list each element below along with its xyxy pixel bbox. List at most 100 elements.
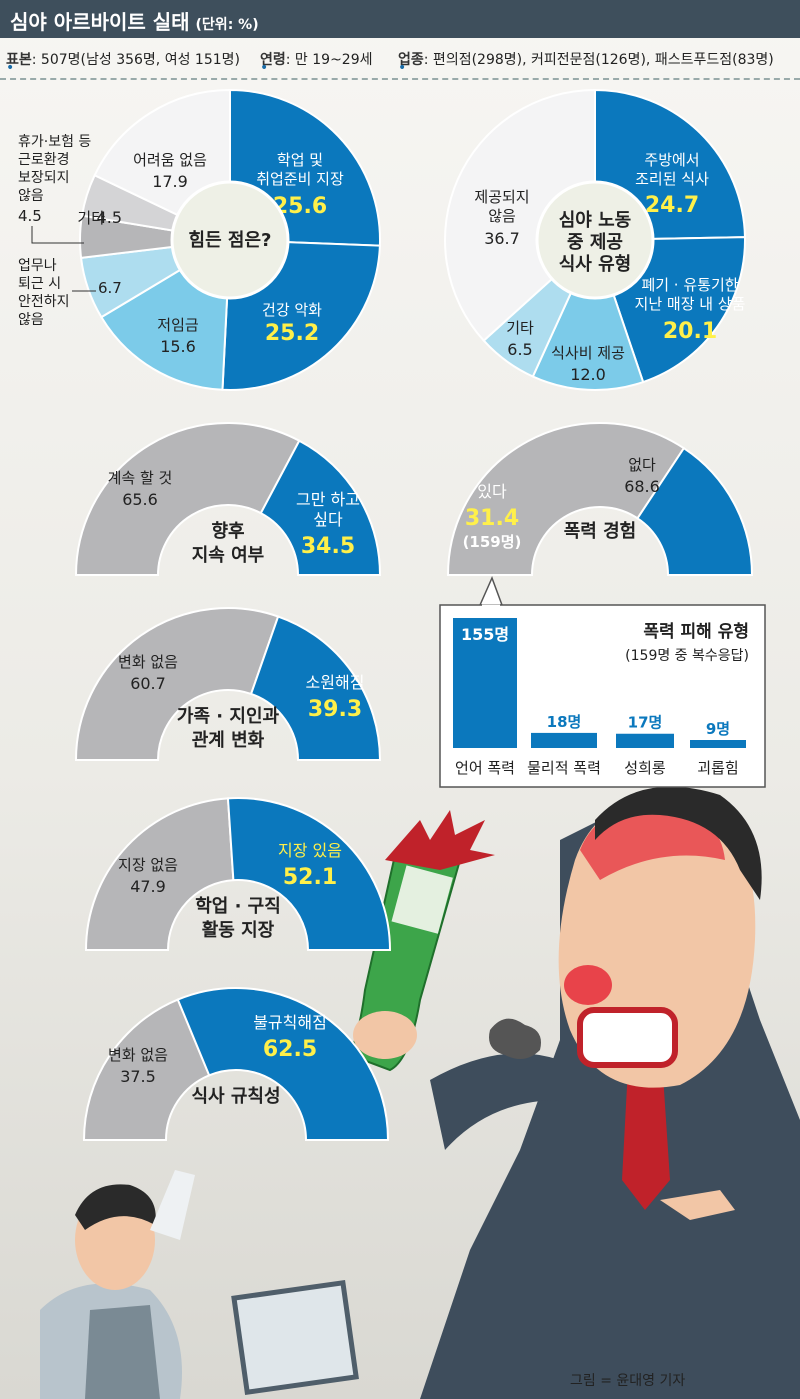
info-industry: • 업종: 편의점(298명), 커피전문점(126명), 패스트푸드점(83명) bbox=[398, 52, 774, 76]
bottle-label bbox=[391, 865, 453, 934]
slice-label: 퇴근 시 bbox=[18, 276, 61, 292]
businessman-arm bbox=[430, 1053, 560, 1150]
bar bbox=[690, 740, 746, 748]
slice-label: 기타 bbox=[506, 319, 534, 337]
slice-note: (159명) bbox=[463, 533, 522, 551]
slice-label: 없다 bbox=[628, 456, 656, 474]
slice-label: 폐기 · 유통기한 bbox=[641, 276, 738, 294]
slice-label: 싶다 bbox=[313, 510, 343, 529]
bar-category-label: 물리적 폭력 bbox=[527, 759, 601, 777]
slice-label: 않음 bbox=[488, 207, 516, 225]
slice-label: 않음 bbox=[18, 188, 44, 204]
slice-label: 변화 없음 bbox=[118, 653, 178, 671]
slice-value: 25.2 bbox=[265, 321, 319, 346]
slice-value: 39.3 bbox=[308, 697, 362, 722]
semi-slice bbox=[226, 797, 392, 951]
slice-value: 17.9 bbox=[152, 172, 188, 191]
semi-title: 향후 bbox=[211, 521, 244, 542]
slice-label: 소원해짐 bbox=[306, 673, 365, 692]
semi-title: 식사 규칙성 bbox=[191, 1086, 280, 1107]
slice-label: 그만 하고 bbox=[296, 490, 360, 509]
slice-label: 보장되지 bbox=[18, 170, 70, 186]
bar-category-label: 언어 폭력 bbox=[455, 759, 515, 777]
slice-value: 34.5 bbox=[301, 534, 355, 559]
slice-label: 계속 할 것 bbox=[108, 469, 173, 487]
slice-value: 37.5 bbox=[120, 1067, 156, 1086]
pie-title: 식사 유형 bbox=[559, 254, 632, 275]
bar-value-label: 17명 bbox=[628, 714, 663, 732]
sample-info-bar: • 표본: 507명(남성 356명, 여성 151명) • 연령: 만 19~29… bbox=[0, 38, 800, 80]
bar-category-label: 성희롱 bbox=[624, 759, 666, 777]
red-nose bbox=[564, 965, 612, 1005]
slice-label: 근로환경 bbox=[18, 152, 70, 168]
slice-label: 취업준비 지장 bbox=[256, 170, 344, 188]
slice-value: 47.9 bbox=[130, 877, 166, 896]
slice-value: 24.7 bbox=[645, 193, 699, 218]
pie-title: 중 제공 bbox=[567, 232, 623, 253]
slice-label: 건강 악화 bbox=[262, 301, 322, 319]
callout-pointer bbox=[478, 576, 504, 606]
slice-value: 36.7 bbox=[484, 229, 520, 248]
slice-label: 주방에서 bbox=[644, 151, 699, 169]
angry-forehead bbox=[580, 804, 725, 880]
title-bar: 심야 아르바이트 실태 (단위: %) bbox=[0, 0, 800, 38]
slice-value: 52.1 bbox=[283, 865, 337, 890]
bar bbox=[616, 733, 674, 748]
semi-slice bbox=[84, 797, 235, 951]
bar-category-label: 괴롭힘 bbox=[697, 759, 738, 777]
slice-value: 65.6 bbox=[122, 490, 158, 509]
semi-title: 활동 지장 bbox=[202, 920, 275, 941]
hair bbox=[595, 786, 762, 900]
slice-label: 학업 및 bbox=[277, 151, 323, 169]
slice-value: 15.6 bbox=[160, 337, 196, 356]
semi-slice bbox=[74, 422, 301, 576]
bar-chart-title: 폭력 피해 유형 bbox=[643, 621, 749, 642]
slice-label: 저임금 bbox=[157, 316, 199, 334]
employee-vest bbox=[85, 1305, 160, 1399]
bar bbox=[453, 618, 517, 748]
slice-label: 불규칙해짐 bbox=[253, 1013, 327, 1032]
slice-label: 휴가·보험 등 bbox=[18, 134, 91, 150]
semi-title: 폭력 경험 bbox=[564, 520, 637, 542]
slice-value: 68.6 bbox=[624, 477, 660, 496]
slice-label: 변화 없음 bbox=[108, 1046, 168, 1064]
slice-value: 20.1 bbox=[663, 319, 717, 344]
page-title: 심야 아르바이트 실태 (단위: %) bbox=[10, 10, 259, 34]
pie-slice bbox=[444, 88, 596, 343]
steam-puff-icon bbox=[489, 1018, 541, 1059]
bar bbox=[531, 732, 597, 748]
semi-slice bbox=[249, 615, 382, 761]
slice-label: 조리된 식사 bbox=[635, 170, 709, 188]
slice-value: 4.5 bbox=[18, 207, 42, 225]
semi-slice bbox=[259, 439, 382, 576]
bar-value-label: 9명 bbox=[706, 720, 730, 738]
slice-label: 지난 매장 내 상품 bbox=[635, 295, 746, 313]
employee-hair bbox=[75, 1184, 156, 1230]
semi-title: 관계 변화 bbox=[192, 730, 265, 751]
slice-value: 6.7 bbox=[98, 279, 122, 297]
slice-label: 식사비 제공 bbox=[551, 344, 625, 362]
monitor-icon bbox=[231, 1279, 359, 1396]
slice-label: 지장 있음 bbox=[278, 841, 342, 860]
semi-slice bbox=[74, 607, 280, 761]
pie-title: 심야 노동 bbox=[559, 210, 632, 231]
slice-label: 업무나 bbox=[18, 258, 57, 274]
slice-value: 31.4 bbox=[465, 506, 519, 531]
anger-burst-icon bbox=[385, 810, 495, 870]
illustration-credit: 그림 = 윤대영 기자 bbox=[570, 1373, 686, 1389]
hand bbox=[353, 1011, 417, 1059]
pie-title: 힘든 점은? bbox=[189, 230, 272, 251]
slice-value: 60.7 bbox=[130, 674, 166, 693]
slice-label: 않음 bbox=[18, 312, 44, 328]
bar-value-label: 155명 bbox=[461, 625, 509, 644]
semi-slice bbox=[636, 446, 754, 576]
slice-label: 있다 bbox=[477, 482, 507, 501]
slice-value: 4.5 bbox=[97, 208, 122, 227]
gritted-teeth bbox=[577, 1007, 678, 1068]
semi-title: 가족 · 지인과 bbox=[177, 706, 280, 727]
semi-title: 학업 · 구직 bbox=[195, 895, 281, 917]
slice-value: 6.5 bbox=[507, 340, 532, 359]
unit-label: (단위: %) bbox=[195, 17, 259, 33]
